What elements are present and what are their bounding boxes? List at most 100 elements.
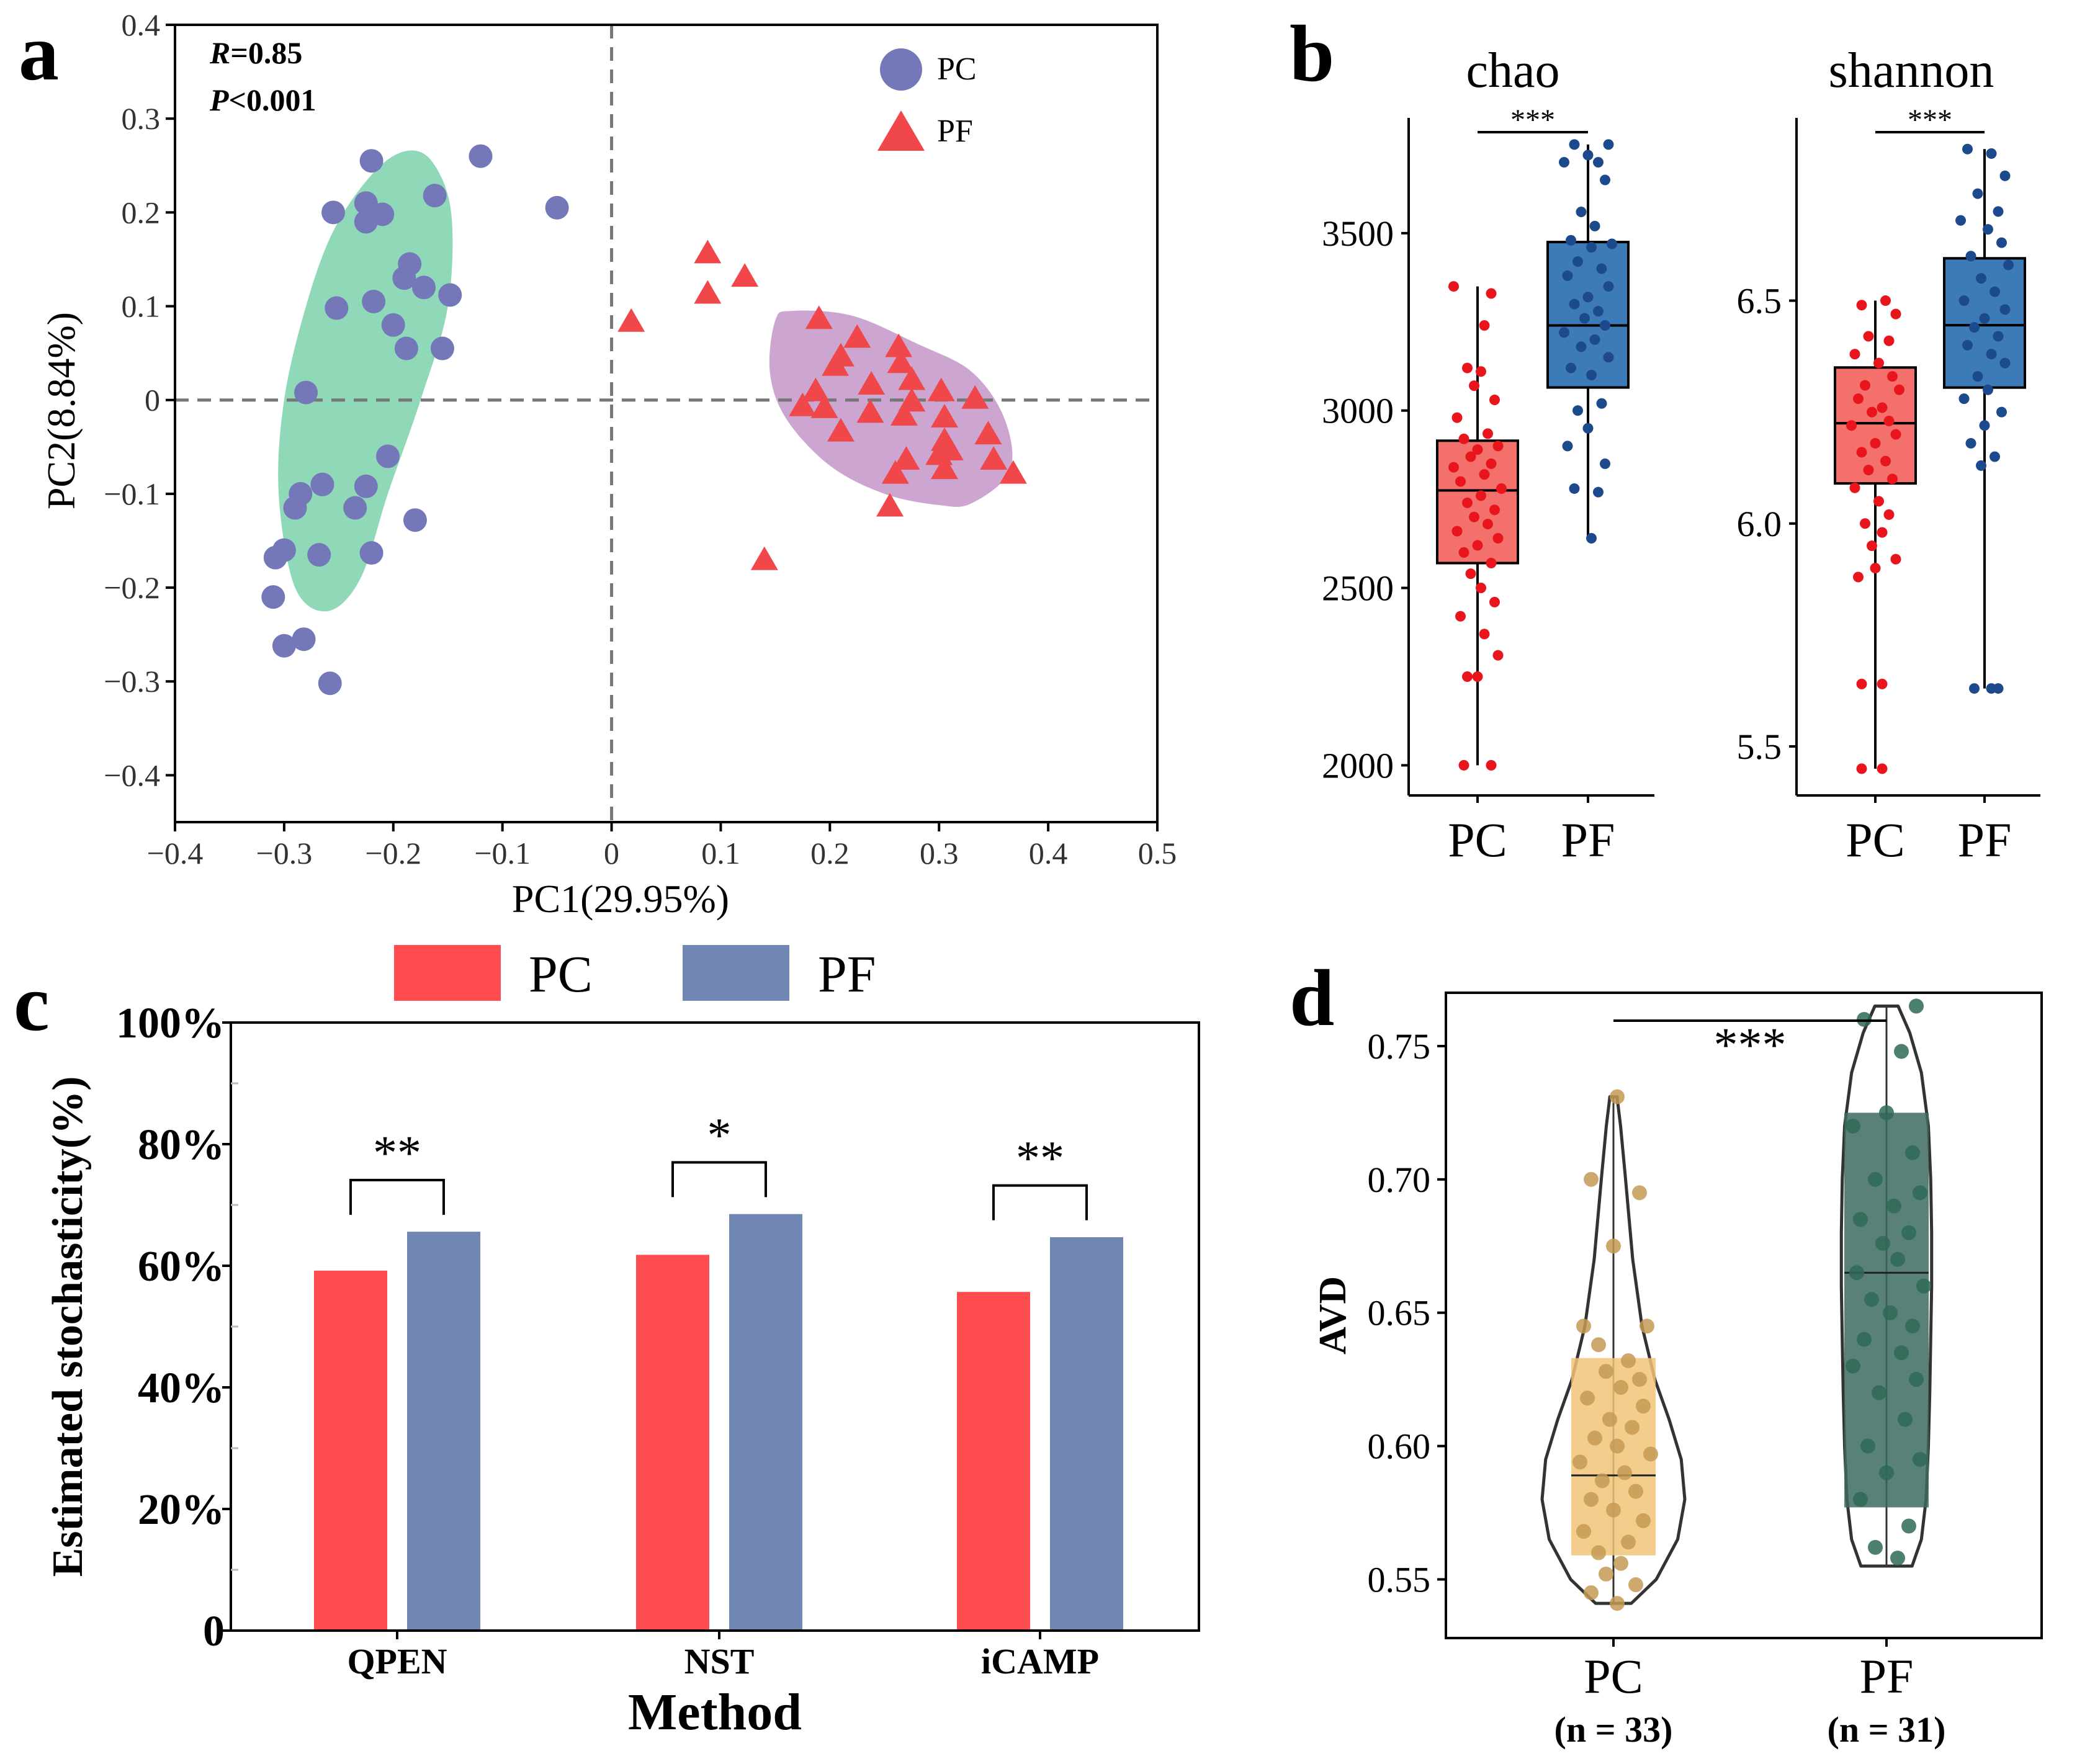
b-shannon-point-pc-31 [1877, 678, 1888, 689]
b-shannon-title: shannon [1829, 43, 1994, 98]
b-shannon-y-tick-label-1: 6.0 [1737, 504, 1782, 544]
d-point-pc-2 [1632, 1185, 1647, 1201]
b-chao-point-pf-26 [1596, 398, 1607, 409]
d-violins: *** [1540, 998, 1934, 1611]
d-axes: PC (n = 33) PF (n = 31) 0.55 0.60 0.65 0.70 0.75 [1368, 1026, 1946, 1750]
a-point-pc-26 [263, 545, 287, 570]
b-chao-point-pc-35 [1472, 671, 1483, 682]
a-point-pf-20 [890, 401, 918, 426]
a-point-pc-22 [283, 496, 307, 520]
b-shannon-point-pc-27 [1890, 553, 1901, 565]
a-point-pc-31 [292, 627, 316, 651]
a-x-tick-label-9: 0.5 [1138, 836, 1177, 871]
d-x-tick-label-1: PF [1860, 1649, 1914, 1703]
b-chao-point-pc-34 [1462, 671, 1473, 682]
b-chao-point-pc-36 [1458, 759, 1469, 771]
a-point-pc-2 [545, 195, 569, 220]
panel-letter-c: c [14, 959, 50, 1048]
a-point-pc-19 [310, 472, 334, 496]
c-x-tick-label-0: QPEN [347, 1641, 447, 1681]
panel-letter-b: b [1290, 9, 1334, 99]
b-chao-point-pc-32 [1479, 629, 1490, 640]
d-point-pc-18 [1572, 1454, 1587, 1470]
b-shannon-point-pf-19 [1999, 357, 2011, 369]
b-shannon-point-pc-22 [1873, 496, 1884, 507]
a-point-pf-14 [961, 385, 989, 409]
a-point-pc-30 [272, 634, 296, 658]
b-shannon-point-pc-14 [1846, 420, 1857, 431]
a-stat-r: R=0.85 [209, 35, 302, 70]
b-shannon-point-pf-16 [1993, 331, 2004, 342]
b-chao-title: chao [1466, 43, 1559, 98]
b-chao-point-pf-11 [1572, 256, 1583, 267]
b-chao-point-pf-6 [1576, 207, 1587, 218]
b-shannon-point-pc-33 [1877, 763, 1888, 774]
c-x-tick-label-1: NST [684, 1641, 755, 1681]
b-chao-y-tick-label-3: 3500 [1322, 213, 1394, 254]
d-point-pf-27 [1853, 1492, 1868, 1507]
b-shannon-point-pf-17 [1962, 339, 1973, 351]
b-shannon-point-pc-26 [1867, 540, 1877, 552]
b-chao-point-pc-26 [1458, 547, 1469, 558]
a-point-pc-28 [359, 541, 384, 565]
a-point-pc-20 [354, 474, 378, 498]
d-point-pc-7 [1621, 1353, 1636, 1369]
b-shannon-point-pc-30 [1856, 678, 1867, 689]
a-y-tick-label-1: −0.3 [104, 664, 160, 699]
d-y-axis-title: AVD [1312, 1276, 1354, 1354]
b-chao-point-pc-13 [1486, 458, 1497, 469]
d-point-pf-0 [1909, 998, 1924, 1014]
a-point-pf-26 [980, 445, 1008, 470]
d-point-pf-2 [1894, 1044, 1909, 1059]
b-chao-point-pc-25 [1472, 540, 1483, 551]
b-shannon-point-pc-13 [1883, 416, 1895, 427]
d-point-pc-16 [1610, 1438, 1625, 1454]
b-shannon-point-pc-9 [1894, 384, 1904, 395]
a-point-pf-28 [931, 455, 959, 480]
b-chao-point-pc-17 [1496, 483, 1507, 494]
b-chao-point-pf-27 [1572, 405, 1583, 416]
d-x-tick-label-0: PC [1584, 1649, 1643, 1703]
b-shannon-point-pc-17 [1856, 447, 1867, 458]
b-chao-point-pf-12 [1596, 263, 1607, 274]
c-legend-pf-swatch [683, 945, 789, 1001]
b-chao-point-pc-14 [1448, 462, 1459, 473]
b-chao-point-pf-3 [1559, 156, 1569, 168]
b-chao-point-pf-8 [1566, 235, 1576, 246]
a-point-pf-4 [805, 305, 833, 329]
b-chao-point-pf-23 [1603, 352, 1614, 363]
d-point-pf-20 [1846, 1358, 1860, 1374]
a-point-pc-7 [423, 184, 447, 208]
b-shannon-point-pc-12 [1867, 406, 1877, 418]
a-point-pf-13 [927, 377, 955, 401]
b-chao-point-pc-18 [1476, 490, 1486, 501]
b-chao-point-pc-6 [1489, 395, 1500, 406]
c-y-tick-label-3: 60% [138, 1243, 225, 1291]
c-significance-bracket-2 [992, 1184, 1088, 1220]
a-point-pf-29 [881, 460, 909, 484]
b-chao-point-pc-12 [1465, 451, 1476, 462]
d-point-pf-13 [1849, 1265, 1864, 1281]
d-point-pc-25 [1576, 1524, 1591, 1539]
d-point-pf-29 [1868, 1539, 1883, 1555]
b-shannon-point-pc-0 [1880, 295, 1891, 307]
b-chao-point-pf-33 [1586, 532, 1597, 544]
b-chao-point-pc-23 [1451, 526, 1463, 537]
d-point-pc-27 [1591, 1545, 1606, 1560]
d-point-pc-26 [1621, 1534, 1636, 1550]
d-y-tick-label-1: 0.60 [1368, 1426, 1431, 1467]
d-point-pc-10 [1613, 1380, 1628, 1395]
c-legend-pc-swatch [394, 945, 501, 1001]
a-point-pf-21 [974, 421, 1002, 445]
d-point-pf-11 [1875, 1235, 1890, 1251]
d-point-pc-5 [1640, 1319, 1654, 1334]
c-axes: 0 20% 40% 60% 80% 100% QPEN NST iCAMP [116, 1000, 1099, 1681]
d-significance-label: *** [1714, 1018, 1787, 1072]
c-significance-bracket-1 [671, 1161, 767, 1198]
a-point-pf-1 [731, 263, 759, 287]
b-shannon-point-pc-1 [1856, 300, 1867, 311]
d-point-pf-15 [1864, 1292, 1879, 1307]
a-point-pf-17 [810, 394, 838, 418]
b-chao-point-pf-5 [1600, 174, 1610, 186]
panel-b-alpha-diversity: b chao shannon 2000 2500 3000 3500 PC PF *** 5… [1290, 9, 2040, 867]
